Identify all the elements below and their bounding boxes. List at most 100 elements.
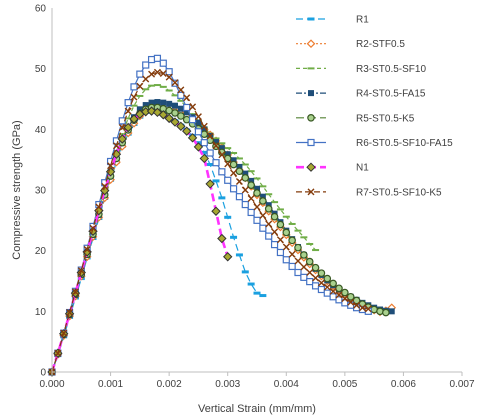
data-point (224, 176, 232, 184)
data-point (276, 248, 285, 257)
data-point (388, 308, 395, 315)
legend-marker (307, 67, 315, 70)
data-point (195, 119, 202, 126)
x-tick-label: 0.004 (274, 379, 299, 390)
legend-label: R1 (356, 15, 369, 26)
data-point (335, 291, 343, 299)
legend-marker (307, 114, 315, 122)
data-point (341, 288, 349, 297)
data-point (218, 145, 225, 152)
data-point (171, 79, 179, 87)
data-point (288, 236, 296, 245)
legend-item: N1 (296, 162, 369, 174)
y-tick-label: 40 (35, 125, 47, 136)
data-point (323, 289, 331, 297)
data-point (300, 236, 308, 239)
data-point (223, 252, 233, 262)
ticks-layer: 0 10 20 30 40 50 60 0.000 0.001 0.002 0.003 0.004 0.… (35, 4, 475, 391)
data-point (329, 287, 337, 295)
data-point (235, 157, 243, 160)
data-point (241, 174, 250, 182)
data-point (236, 163, 243, 170)
data-point (364, 305, 372, 313)
data-point (188, 116, 197, 124)
data-point (206, 163, 214, 167)
data-point (187, 133, 198, 143)
data-point (166, 100, 173, 107)
data-point (160, 99, 167, 106)
x-tick-label: 0.000 (39, 379, 64, 390)
data-point (271, 201, 279, 204)
legend-item: R4-ST0.5-FA15 (296, 89, 426, 100)
legend-marker (307, 188, 315, 196)
data-point (317, 269, 326, 277)
y-tick-label: 60 (35, 4, 47, 15)
data-point (129, 114, 139, 124)
data-point (312, 274, 320, 282)
data-point (253, 291, 261, 295)
data-point (183, 109, 190, 116)
legend-label: N1 (356, 163, 369, 174)
data-point (176, 121, 186, 132)
data-point (142, 75, 150, 83)
data-point (182, 115, 191, 124)
data-point (311, 263, 320, 272)
legend: R1 R2-STF0.5 R3-ST0.5-SF10 R4-ST0.5-FA15 R5-… (296, 15, 453, 198)
legend-label: R6-ST0.5-SF10-FA15 (356, 138, 453, 149)
data-point (224, 151, 231, 158)
x-axis-title: Vertical Strain (mm/mm) (198, 403, 316, 415)
data-point (201, 126, 208, 133)
data-point (270, 241, 279, 249)
data-point (212, 159, 220, 167)
data-point (189, 103, 197, 111)
data-point (193, 142, 204, 152)
data-point (54, 349, 62, 357)
data-point (247, 194, 255, 202)
data-point (230, 151, 238, 154)
data-point (230, 157, 237, 164)
data-point (130, 93, 138, 101)
legend-item: R6-ST0.5-SF10-FA15 (296, 138, 453, 149)
data-point (241, 270, 249, 274)
data-point (123, 122, 133, 133)
data-point (335, 284, 343, 293)
data-point (294, 257, 302, 265)
data-point (306, 242, 314, 245)
data-point (152, 107, 163, 118)
data-point (159, 59, 167, 67)
data-point (276, 220, 285, 229)
data-point (205, 179, 215, 189)
data-point (124, 99, 132, 107)
data-point (177, 105, 184, 112)
data-point (153, 68, 161, 76)
data-point (288, 222, 296, 225)
data-point (276, 208, 284, 211)
data-point (235, 253, 243, 257)
data-point (112, 142, 120, 150)
data-point (165, 68, 173, 76)
data-point (171, 109, 179, 117)
data-point (142, 102, 149, 109)
data-point (347, 298, 355, 306)
legend-marker (307, 138, 315, 147)
data-point (224, 147, 232, 150)
data-point (77, 267, 85, 275)
data-point (153, 54, 162, 62)
legend-label: R3-ST0.5-SF10 (356, 64, 426, 75)
legend-item: R1 (296, 15, 369, 26)
data-point (206, 149, 214, 157)
data-point (142, 88, 150, 91)
legend-label: R7-ST0.5-SF10-K5 (356, 187, 442, 198)
legend-marker (306, 162, 316, 172)
data-point (282, 215, 290, 218)
data-point (259, 197, 267, 205)
data-point (170, 117, 180, 127)
data-point (177, 99, 185, 102)
data-point (264, 205, 273, 213)
x-tick-label: 0.003 (215, 379, 240, 390)
y-tick-label: 0 (40, 368, 46, 379)
data-point (282, 256, 290, 264)
data-point (271, 228, 279, 236)
data-point (136, 70, 144, 78)
data-point (235, 178, 243, 186)
